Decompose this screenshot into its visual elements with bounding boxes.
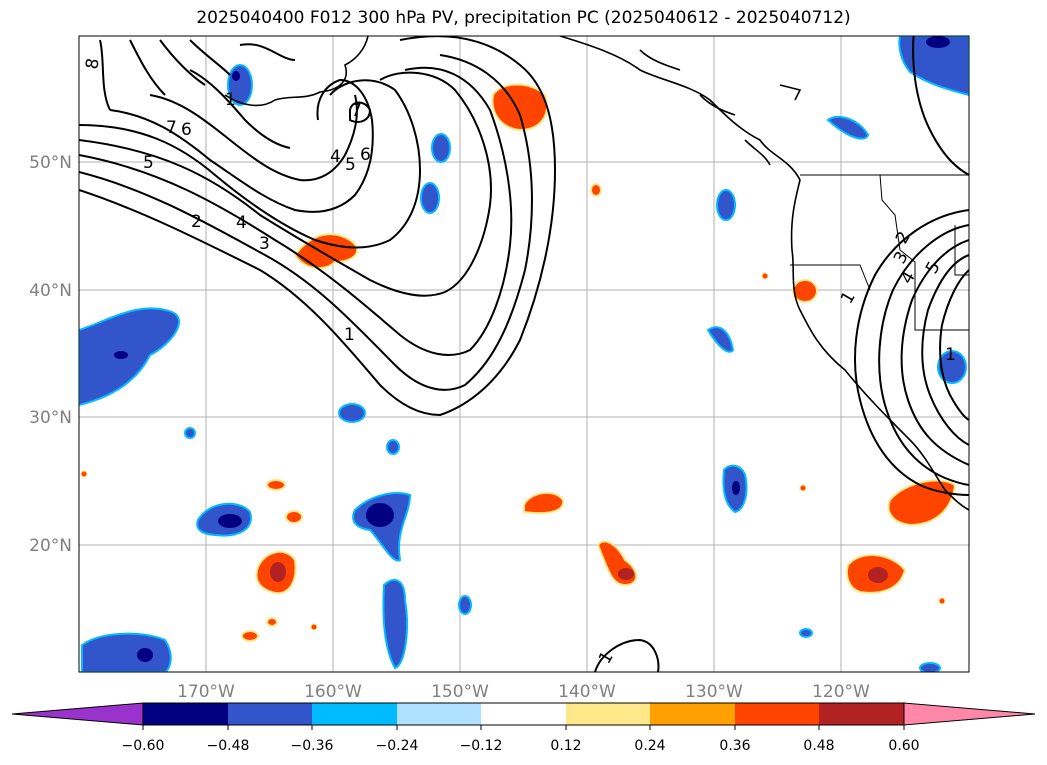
contour-label-3: 6 — [181, 120, 192, 140]
pv-contour-west-13 — [349, 101, 372, 123]
patch-neg-west — [79, 307, 180, 407]
pv-contour-east-2 — [878, 224, 969, 486]
patch-neg-2 — [420, 182, 440, 214]
patch-neg-west-core — [114, 351, 128, 359]
contour-label-4: 5 — [143, 153, 154, 173]
colorbar-tick-5: −0.12 — [460, 738, 503, 754]
lat-label-40: 40°N — [29, 281, 72, 301]
colorbar-tick-10: 0.60 — [888, 738, 919, 754]
colorbar-segment-9 — [819, 703, 904, 725]
colorbar-tick-2: −0.48 — [207, 738, 250, 754]
lat-label-50: 50°N — [29, 153, 72, 173]
pv-contour-west-10 — [129, 39, 166, 96]
contour-label-5: 1 — [225, 90, 236, 110]
plot-frame — [78, 35, 970, 673]
pv-contour-west-8 — [189, 69, 291, 149]
longitude-labels: 170°W 160°W 150°W 140°W 130°W 120°W — [177, 682, 870, 702]
pv-contour-west-4 — [79, 71, 492, 297]
lon-label-140w: 140°W — [558, 682, 616, 702]
patch-neg-sw — [81, 632, 172, 672]
contour-label-6: 2 — [191, 212, 202, 232]
patch-pos-gulf — [491, 83, 548, 132]
colorbar-segment-7 — [650, 703, 735, 725]
lat-label-20: 20°N — [29, 536, 72, 556]
colorbar-segment-4 — [397, 703, 481, 725]
lat-label-30: 30°N — [29, 408, 72, 428]
pv-contour-west-6 — [109, 78, 374, 213]
pv-contour-west-2 — [79, 54, 533, 391]
colorbar-extend-right — [903, 702, 1036, 726]
coastlines — [224, 36, 969, 511]
latitude-labels: 50°N 40°N 30°N 20°N — [29, 153, 72, 556]
colorbar-extend-left — [11, 702, 144, 726]
lon-label-130w: 130°W — [685, 682, 743, 702]
pv-contour-west-3 — [79, 66, 513, 356]
lon-label-120w: 120°W — [812, 682, 870, 702]
colorbar-tick-1: −0.60 — [122, 738, 165, 754]
pv-contour-west-5 — [79, 79, 422, 249]
contour-label-20: 1 — [945, 345, 956, 365]
contour-label-11: 5 — [345, 155, 356, 175]
pv-contour-east-1 — [854, 209, 969, 496]
negative-patches — [79, 36, 969, 672]
colorbar-segment-5 — [481, 703, 566, 725]
colorbar-tick-6: 0.12 — [550, 738, 581, 754]
pv-contour-west-12 — [189, 39, 231, 76]
alaska-coast — [224, 36, 369, 107]
pv-contour-west-9 — [99, 39, 111, 111]
map-title: 2025040400 F012 300 hPa PV, precipitatio… — [196, 8, 851, 28]
colorbar-tick-8: 0.36 — [719, 738, 750, 754]
contour-label-1: 8 — [82, 57, 104, 71]
colorbar-segment-6 — [566, 703, 650, 725]
colorbar-tick-4: −0.24 — [376, 738, 419, 754]
colorbar-segment-8 — [735, 703, 819, 725]
pv-contour-top — [239, 43, 296, 61]
pv-contour-east-4 — [921, 254, 969, 446]
pv-contour-south — [594, 638, 660, 672]
contour-label-7: 4 — [236, 213, 247, 233]
lon-label-160w: 160°W — [304, 682, 362, 702]
patch-neg-6 — [716, 189, 736, 221]
pv-contour-east-5 — [939, 269, 969, 421]
contour-label-9: 7 — [351, 101, 362, 121]
colorbar: −0.60 −0.48 −0.36 −0.24 −0.12 0.12 0.24 … — [11, 702, 1036, 754]
contour-label-2: 7 — [166, 118, 177, 138]
pv-contour-east-6 — [912, 36, 969, 176]
pv-contour-east-3 — [900, 239, 969, 466]
plot-area — [79, 36, 969, 672]
contour-label-13: 1 — [344, 325, 355, 345]
pv-contour-west-7 — [149, 94, 358, 182]
patch-neg-5 — [382, 579, 408, 670]
pv-contour-west-1 — [79, 36, 557, 417]
contour-label-12: 6 — [360, 145, 371, 165]
patch-neg-3 — [338, 403, 366, 423]
patch-neg-7 — [706, 326, 735, 353]
patch-pos-3 — [523, 491, 565, 515]
patch-neg-ne — [898, 36, 969, 97]
contour-label-8: 3 — [259, 234, 270, 254]
pv-contour-west-11 — [159, 39, 206, 86]
patch-neg-1 — [431, 133, 451, 163]
contour-label-10: 4 — [330, 147, 341, 167]
positive-patches — [80, 83, 957, 642]
colorbar-segment-3 — [312, 703, 397, 725]
pv-contours — [79, 36, 969, 672]
colorbar-segment-2 — [228, 703, 312, 725]
borders — [790, 174, 969, 331]
patch-neg-8 — [826, 115, 870, 140]
colorbar-tick-3: −0.36 — [291, 738, 334, 754]
colorbar-tick-7: 0.24 — [634, 738, 665, 754]
colorbar-tick-9: 0.48 — [803, 738, 834, 754]
lon-label-150w: 150°W — [431, 682, 489, 702]
colorbar-segment-1 — [143, 703, 228, 725]
lon-label-170w: 170°W — [177, 682, 235, 702]
colorbar-ticks — [142, 725, 905, 730]
